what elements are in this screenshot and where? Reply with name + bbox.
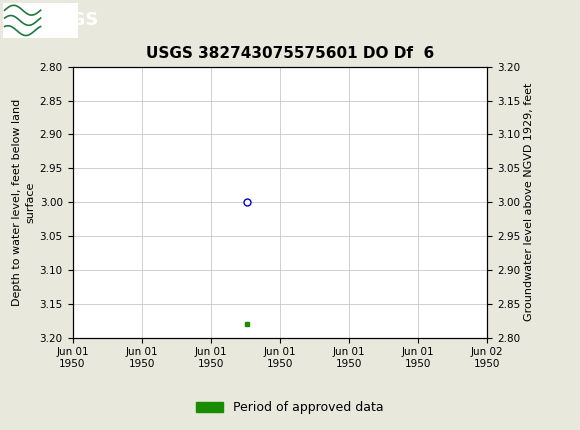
- Text: USGS: USGS: [44, 12, 99, 29]
- Y-axis label: Depth to water level, feet below land
surface: Depth to water level, feet below land su…: [12, 98, 35, 306]
- Bar: [3, 3, 78, 37]
- Legend: Period of approved data: Period of approved data: [191, 396, 389, 419]
- Text: USGS 382743075575601 DO Df  6: USGS 382743075575601 DO Df 6: [146, 46, 434, 61]
- Y-axis label: Groundwater level above NGVD 1929, feet: Groundwater level above NGVD 1929, feet: [524, 83, 534, 321]
